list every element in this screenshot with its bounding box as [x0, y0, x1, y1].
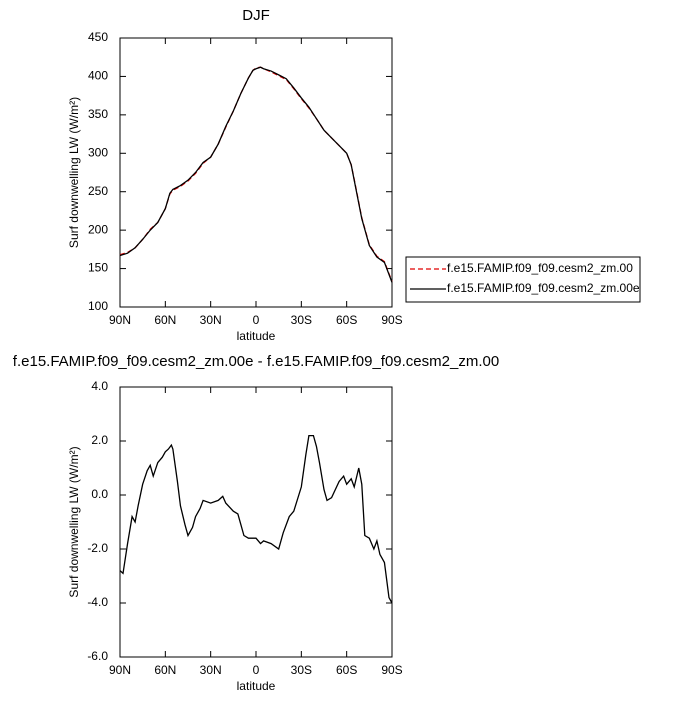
- y-tick-label: 300: [88, 145, 108, 159]
- legend-label: f.e15.FAMIP.f09_f09.cesm2_zm.00: [447, 261, 633, 275]
- plot-frame: [119, 37, 393, 308]
- legend-box: [405, 256, 641, 303]
- series-line: [119, 66, 393, 283]
- x-tick-label: 90S: [381, 313, 402, 327]
- y-tick-label: 200: [88, 222, 108, 236]
- x-tick-label: 90S: [381, 663, 402, 677]
- y-tick-label: 400: [88, 69, 108, 83]
- x-tick-label: 0: [253, 313, 260, 327]
- y-tick-label: -4.0: [87, 595, 108, 609]
- series-line: [119, 66, 393, 282]
- y-axis-label: Surf downwelling LW (W/m²): [67, 97, 81, 248]
- y-tick-label: -2.0: [87, 541, 108, 555]
- y-tick-label: 450: [88, 30, 108, 44]
- y-tick-label: 2.0: [91, 433, 108, 447]
- x-tick-label: 60S: [336, 313, 357, 327]
- x-tick-label: 60N: [154, 313, 176, 327]
- x-axis-label: latitude: [237, 329, 276, 343]
- x-tick-label: 90N: [109, 313, 131, 327]
- y-axis-label: Surf downwelling LW (W/m²): [67, 446, 81, 597]
- x-tick-label: 0: [253, 663, 260, 677]
- x-tick-label: 30S: [291, 663, 312, 677]
- x-tick-label: 30N: [200, 313, 222, 327]
- y-tick-label: -6.0: [87, 649, 108, 663]
- plot-frame: [119, 386, 393, 658]
- y-tick-label: 150: [88, 261, 108, 275]
- x-axis-label: latitude: [237, 679, 276, 693]
- x-tick-label: 90N: [109, 663, 131, 677]
- x-tick-label: 30N: [200, 663, 222, 677]
- x-tick-label: 30S: [291, 313, 312, 327]
- y-tick-label: 0.0: [91, 487, 108, 501]
- series-line: [119, 434, 393, 604]
- x-tick-label: 60S: [336, 663, 357, 677]
- legend-label: f.e15.FAMIP.f09_f09.cesm2_zm.00e: [447, 281, 640, 295]
- y-tick-label: 350: [88, 107, 108, 121]
- chart-title: DJF: [242, 7, 270, 24]
- x-tick-label: 60N: [154, 663, 176, 677]
- y-tick-label: 100: [88, 299, 108, 313]
- y-tick-label: 4.0: [91, 379, 108, 393]
- chart-title: f.e15.FAMIP.f09_f09.cesm2_zm.00e - f.e15…: [13, 353, 499, 370]
- y-tick-label: 250: [88, 184, 108, 198]
